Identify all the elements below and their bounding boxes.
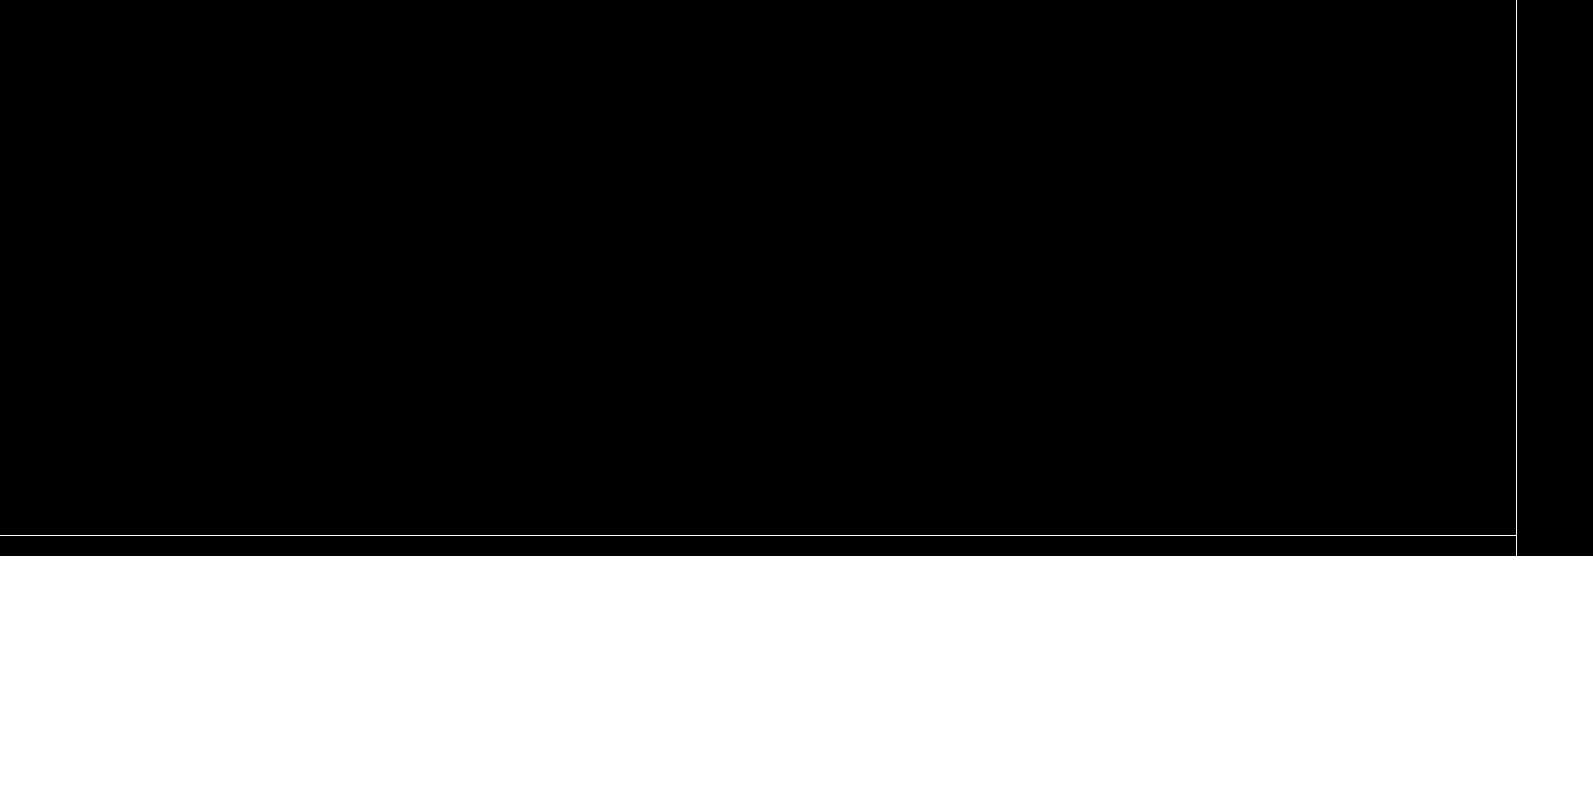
price-axis[interactable]	[1516, 0, 1593, 556]
chart-window[interactable]	[0, 0, 1593, 558]
quote-header	[2, 1, 29, 14]
plot-inner	[0, 0, 1516, 535]
time-axis[interactable]	[0, 535, 1516, 556]
price-plot-area[interactable]	[0, 0, 1516, 535]
